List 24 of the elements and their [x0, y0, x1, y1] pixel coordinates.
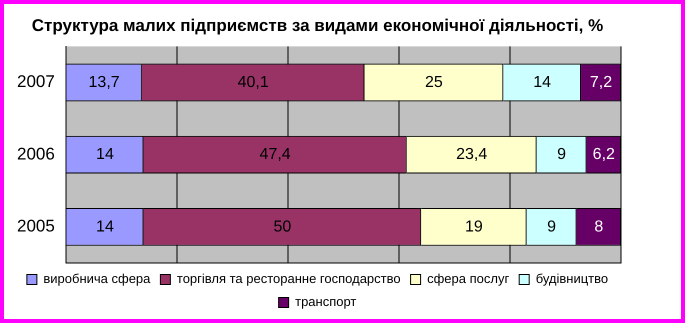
data-label: 9 [547, 218, 556, 236]
legend-label: виробнича сфера [43, 271, 152, 286]
data-label: 8 [594, 218, 604, 236]
data-label: 13,7 [88, 74, 120, 91]
data-label: 47,4 [260, 146, 291, 164]
chart-title: Структура малих підприємств за видами економічної діяльності, % [32, 16, 604, 35]
data-label: 23,4 [456, 146, 488, 164]
data-label: 6,2 [592, 146, 616, 164]
legend-label: транспорт [295, 294, 356, 310]
data-label: 40,1 [238, 74, 269, 91]
data-label: 25 [425, 74, 443, 91]
legend-label: торгівля та ресторанне господарство [176, 271, 401, 286]
legend-label: сфера послуг [427, 271, 510, 286]
data-label: 50 [273, 218, 292, 236]
y-tick-label: 2007 [16, 72, 55, 92]
legend-label: будівництво [536, 271, 608, 286]
y-tick-label: 2005 [16, 216, 55, 236]
y-tick-label: 2006 [16, 144, 55, 164]
data-label: 19 [464, 218, 483, 236]
data-label: 7,2 [590, 74, 612, 91]
data-label: 14 [96, 146, 114, 164]
data-label: 14 [96, 218, 114, 236]
data-label: 9 [557, 146, 566, 164]
data-label: 14 [533, 74, 552, 91]
